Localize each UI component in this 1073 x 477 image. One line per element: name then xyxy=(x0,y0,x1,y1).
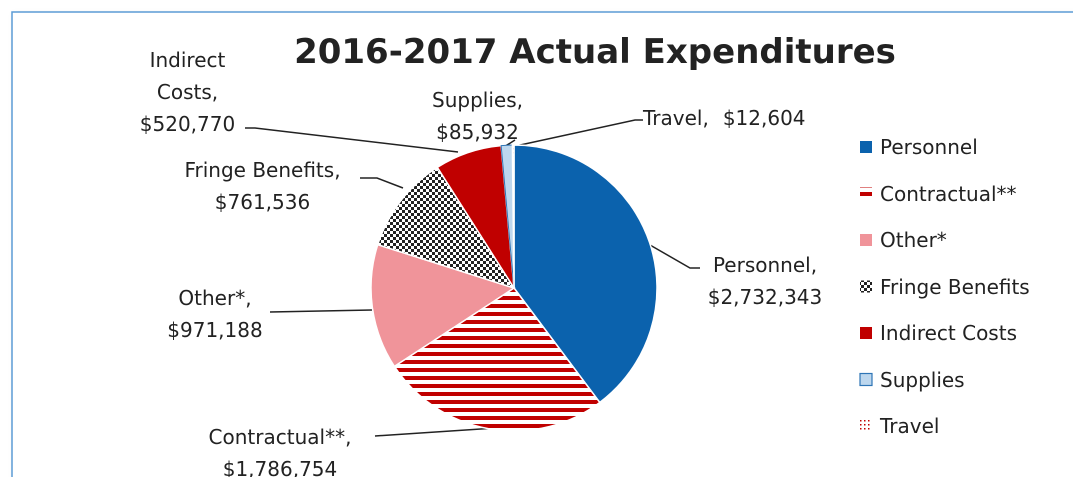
legend-marker xyxy=(860,327,872,339)
data-label-category: Personnel xyxy=(713,253,817,277)
pie-slice xyxy=(376,166,516,290)
chart-title: 2016-2017 Actual Expenditures xyxy=(294,32,896,72)
pie-slice xyxy=(513,144,658,404)
legend-label: Indirect Costs xyxy=(880,321,1017,345)
legend-label: Contractual** xyxy=(880,181,1017,206)
legend-marker xyxy=(860,187,872,200)
pie-slice xyxy=(511,144,515,289)
data-label-value: $761,536 xyxy=(214,190,311,214)
data-label: Other* $971,188 xyxy=(140,282,290,346)
legend-label: Travel xyxy=(880,414,940,438)
data-label: Supplies $85,932 xyxy=(400,84,555,148)
data-label-value: $12,604 xyxy=(722,106,806,130)
pie-slice xyxy=(393,286,601,432)
data-label: Contractual** $1,786,754 xyxy=(170,421,390,477)
legend-marker xyxy=(860,280,872,293)
legend-marker xyxy=(859,372,873,387)
data-label: Travel $12,604 xyxy=(643,102,883,134)
data-label-category: Supplies xyxy=(432,88,523,112)
data-label-category: Fringe Benefits xyxy=(184,158,340,182)
data-label-category: Travel xyxy=(643,106,709,130)
legend-label: Other* xyxy=(880,228,947,252)
legend-marker xyxy=(860,234,872,246)
pie-slice xyxy=(370,243,516,368)
data-label-value: $85,932 xyxy=(436,120,519,144)
data-label-value: $2,732,343 xyxy=(707,285,823,309)
data-label-value: $971,188 xyxy=(167,318,263,342)
legend-label: Supplies xyxy=(880,367,965,392)
data-label-category: Indirect Costs xyxy=(150,48,226,104)
data-label-category: Contractual** xyxy=(209,425,352,449)
data-label: Indirect Costs $520,770 xyxy=(120,44,255,140)
legend-marker xyxy=(860,141,872,153)
data-label-category: Other* xyxy=(178,286,251,310)
legend xyxy=(859,141,873,432)
legend-marker xyxy=(860,420,872,432)
data-label-value: $520,770 xyxy=(139,112,236,136)
data-label-value: $1,786,754 xyxy=(222,457,338,477)
legend-label: Fringe Benefits xyxy=(880,274,1030,299)
data-label: Personnel $2,732,343 xyxy=(690,249,840,313)
leader-lines xyxy=(245,119,700,437)
data-label: Fringe Benefits $761,536 xyxy=(150,154,375,218)
legend-label: Personnel xyxy=(880,135,978,159)
pie xyxy=(370,144,658,432)
